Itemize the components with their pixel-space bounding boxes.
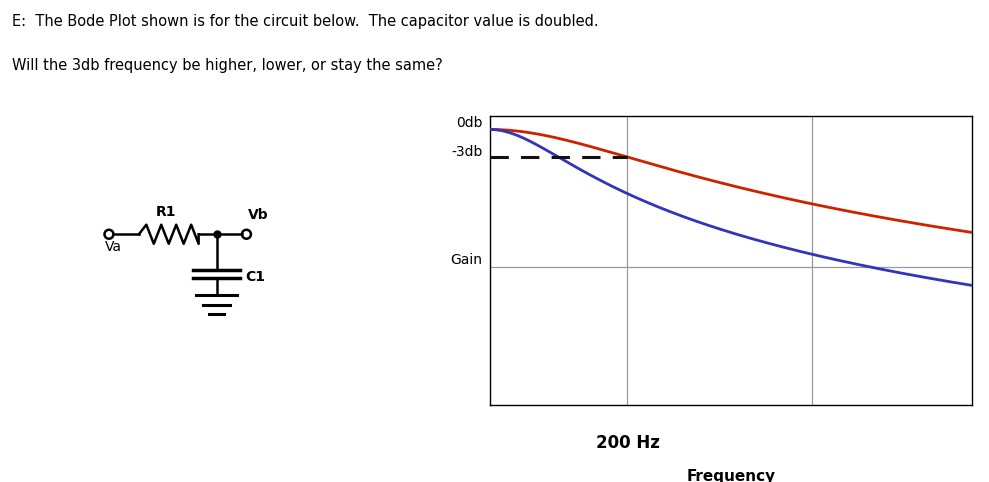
Text: 200 Hz: 200 Hz — [595, 434, 660, 452]
Text: C1: C1 — [245, 270, 265, 284]
Text: Vb: Vb — [248, 208, 269, 222]
Text: Gain: Gain — [450, 253, 483, 268]
Text: Will the 3db frequency be higher, lower, or stay the same?: Will the 3db frequency be higher, lower,… — [12, 58, 443, 73]
Text: E:  The Bode Plot shown is for the circuit below.  The capacitor value is double: E: The Bode Plot shown is for the circui… — [12, 14, 598, 29]
Text: Frequency: Frequency — [686, 469, 775, 482]
Text: Va: Va — [105, 240, 122, 254]
Text: 0db: 0db — [456, 116, 483, 130]
Text: R1: R1 — [155, 205, 176, 219]
Text: -3db: -3db — [451, 145, 483, 159]
